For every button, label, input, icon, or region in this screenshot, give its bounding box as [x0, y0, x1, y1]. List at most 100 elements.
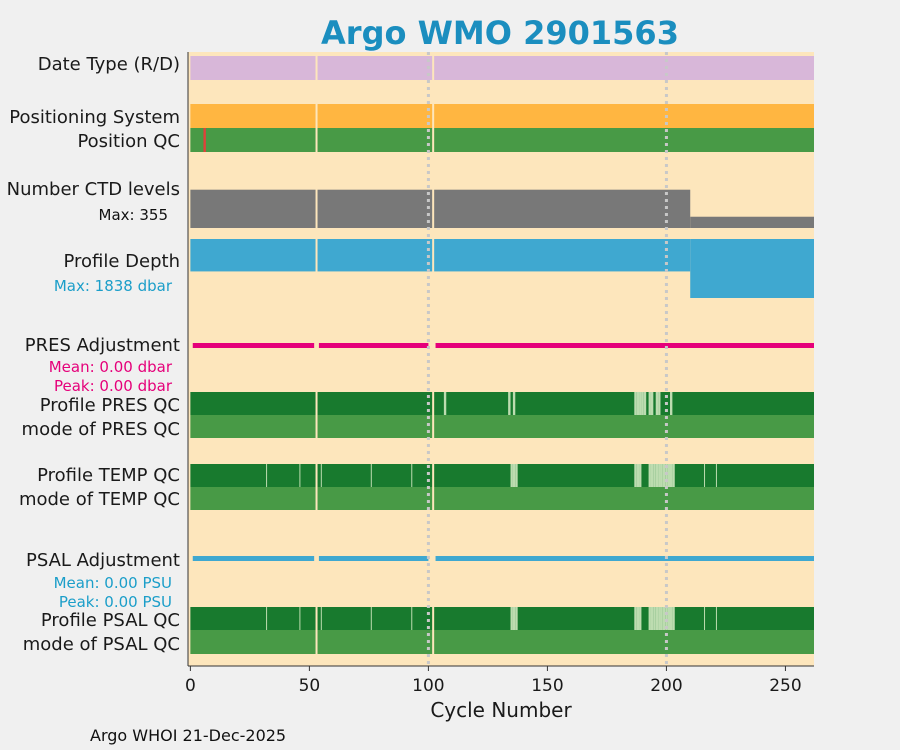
- profile-pres-qc-light-mark: [658, 392, 661, 415]
- profile-psal-qc-light-mark: [660, 607, 663, 630]
- profile-temp-qc-light-mark: [669, 464, 673, 487]
- profile-psal-qc-thin-mark: [411, 607, 413, 630]
- x-tick-label: 250: [769, 676, 801, 696]
- date-type-bar: [190, 56, 814, 80]
- row-label-pres-adjustment: PRES Adjustment: [25, 335, 180, 356]
- ctd-max-label: Max: 355: [99, 206, 168, 224]
- position-qc-bad-mark: [203, 128, 206, 152]
- row-label-profile-temp-qc: Profile TEMP QC: [37, 465, 180, 486]
- profile-psal-qc-thin-mark: [299, 607, 301, 630]
- ctd-levels-bar: [190, 189, 691, 228]
- profile-temp-qc-light-mark: [510, 464, 513, 487]
- x-tick-label: 200: [650, 676, 682, 696]
- depth-max-label: Max: 1838 dbar: [54, 277, 173, 295]
- profile-psal-qc-light-mark: [662, 607, 666, 630]
- profile-psal-qc-light-mark: [515, 607, 518, 630]
- row-label-mode-pres-qc: mode of PRES QC: [22, 419, 180, 440]
- profile-temp-qc-light-mark: [636, 464, 640, 487]
- profile-temp-qc-light-mark: [650, 464, 654, 487]
- profile-psal-qc-light-mark: [658, 607, 661, 630]
- profile-pres-qc-light-mark: [634, 392, 637, 415]
- x-tick-label: 50: [299, 676, 321, 696]
- profile-pres-qc-light-mark: [641, 392, 644, 415]
- profile-psal-qc-thin-mark: [266, 607, 268, 630]
- profile-psal-qc-thin-mark: [320, 607, 322, 630]
- row-label-profile-depth: Profile Depth: [63, 251, 180, 272]
- ctd-levels-bar: [690, 216, 814, 228]
- profile-temp-qc-light-mark: [672, 464, 675, 487]
- profile-depth-bar: [690, 239, 814, 298]
- psal-adjustment-line: [435, 556, 814, 561]
- profile-psal-qc-light-mark: [636, 607, 640, 630]
- profile-pres-qc-light-mark: [636, 392, 640, 415]
- profile-psal-qc-light-mark: [510, 607, 513, 630]
- profile-psal-qc-light-mark: [672, 607, 675, 630]
- profile-depth-bar: [190, 239, 691, 272]
- mode-temp-qc-bar: [190, 487, 814, 510]
- row-label-profile-psal-qc: Profile PSAL QC: [41, 610, 180, 631]
- profile-pres-qc-light-mark: [512, 392, 516, 415]
- psal-mean-label: Mean: 0.00 PSU: [54, 574, 172, 592]
- x-tick-label: 150: [531, 676, 563, 696]
- pres-adjustment-line: [318, 343, 429, 348]
- position-qc-bar: [190, 128, 814, 152]
- psal-peak-label: Peak: 0.00 PSU: [59, 593, 172, 611]
- x-tick-label: 100: [412, 676, 444, 696]
- profile-temp-qc-light-mark: [667, 464, 670, 487]
- profile-temp-qc-light-mark: [653, 464, 656, 487]
- profile-psal-qc-light-mark: [634, 607, 637, 630]
- profile-pres-qc-light-mark: [655, 392, 659, 415]
- row-label-position-qc: Position QC: [77, 131, 180, 152]
- x-axis-label: Cycle Number: [430, 698, 572, 722]
- profile-temp-qc-light-mark: [634, 464, 637, 487]
- profile-temp-qc-light-mark: [660, 464, 663, 487]
- x-tick-label: 0: [185, 676, 196, 696]
- profile-pres-qc-light-mark: [648, 392, 651, 415]
- profile-temp-qc-light-mark: [648, 464, 651, 487]
- row-label-psal-adjustment: PSAL Adjustment: [26, 550, 180, 571]
- profile-psal-qc-light-mark: [512, 607, 516, 630]
- profile-temp-qc-thin-mark: [320, 464, 322, 487]
- profile-psal-qc-light-mark: [648, 607, 651, 630]
- psal-adjustment-line: [192, 556, 315, 561]
- pres-adjustment-line: [435, 343, 814, 348]
- profile-temp-qc-bar: [190, 464, 814, 487]
- profile-psal-qc-thin-mark: [715, 607, 717, 630]
- psal-adjustment-line: [318, 556, 429, 561]
- profile-pres-qc-light-mark: [639, 392, 642, 415]
- profile-psal-qc-thin-mark: [704, 607, 706, 630]
- profile-temp-qc-thin-mark: [370, 464, 372, 487]
- profile-temp-qc-thin-mark: [704, 464, 706, 487]
- mode-psal-qc-bar: [190, 630, 814, 654]
- footer-text: Argo WHOI 21-Dec-2025: [90, 726, 286, 745]
- pres-adjustment-line: [192, 343, 315, 348]
- profile-pres-qc-bar: [190, 392, 814, 415]
- profile-pres-qc-light-mark: [643, 392, 647, 415]
- profile-psal-qc-light-mark: [667, 607, 670, 630]
- profile-psal-qc-light-mark: [639, 607, 642, 630]
- positioning-system-bar: [190, 104, 814, 128]
- profile-pres-qc-light-mark: [669, 392, 673, 415]
- profile-temp-qc-light-mark: [658, 464, 661, 487]
- profile-psal-qc-light-mark: [653, 607, 656, 630]
- profile-psal-qc-light-mark: [655, 607, 659, 630]
- pres-mean-label: Mean: 0.00 dbar: [49, 358, 173, 376]
- profile-pres-qc-light-mark: [443, 392, 447, 415]
- profile-psal-qc-thin-mark: [370, 607, 372, 630]
- profile-psal-qc-light-mark: [650, 607, 654, 630]
- profile-temp-qc-thin-mark: [266, 464, 268, 487]
- profile-pres-qc-light-mark: [508, 392, 511, 415]
- profile-temp-qc-light-mark: [515, 464, 518, 487]
- row-label-mode-psal-qc: mode of PSAL QC: [23, 634, 180, 655]
- profile-temp-qc-thin-mark: [299, 464, 301, 487]
- pres-peak-label: Peak: 0.00 dbar: [54, 377, 173, 395]
- row-label-mode-temp-qc: mode of TEMP QC: [19, 489, 180, 510]
- profile-temp-qc-light-mark: [512, 464, 516, 487]
- mode-pres-qc-bar: [190, 415, 814, 438]
- profile-temp-qc-light-mark: [655, 464, 659, 487]
- chart-title: Argo WMO 2901563: [321, 14, 679, 52]
- profile-psal-qc-bar: [190, 607, 814, 630]
- profile-temp-qc-light-mark: [639, 464, 642, 487]
- row-label-positioning-system: Positioning System: [9, 107, 180, 128]
